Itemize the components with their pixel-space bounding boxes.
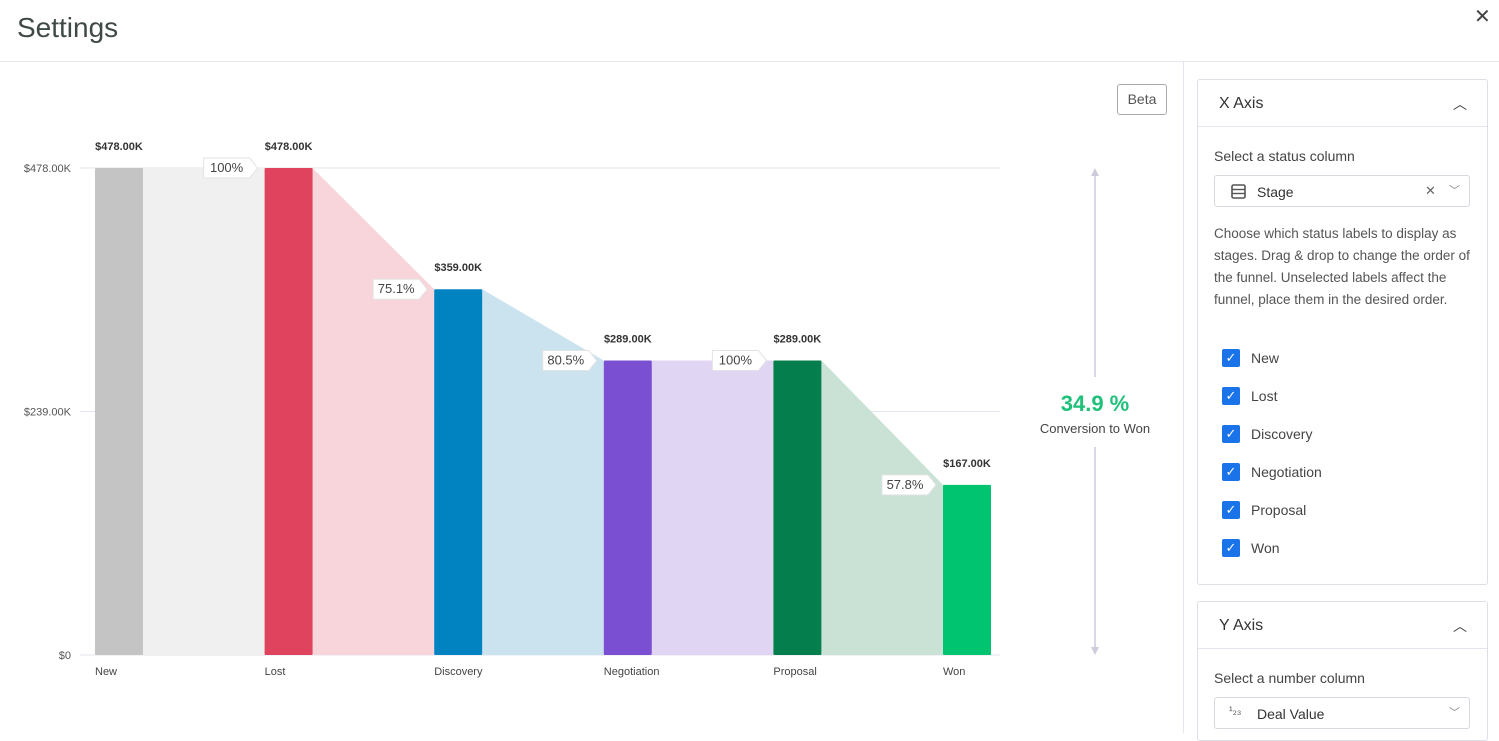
status-help-text: Choose which status labels to display as… (1214, 226, 1470, 307)
page-title: Settings (17, 12, 119, 43)
arrow-up-icon (1091, 168, 1099, 176)
conversion-tag (203, 157, 259, 179)
number-column-select[interactable]: ¹₂₃ Deal Value ﹀ (1214, 697, 1470, 729)
stage-checkbox[interactable]: ✓ New (1222, 348, 1279, 368)
y-tick-label: $0 (59, 650, 71, 662)
bar-value-label: $478.00K (265, 141, 313, 153)
bar-value-label: $289.00K (774, 334, 822, 346)
conversion-rate-label: 75.1% (378, 281, 415, 296)
funnel-chart: $0 $239.00K $478.00K $478.00K New $478.00K Los… (24, 141, 1150, 678)
y-axis-header[interactable]: Y Axis ︿ (1198, 602, 1487, 649)
y-axis-card: Y Axis ︿ Select a number column ¹₂₃ Deal… (1197, 601, 1488, 741)
number-type-icon: ¹₂₃ (1229, 705, 1242, 717)
conversion-tag (372, 278, 428, 300)
bar-negotiation (603, 360, 652, 655)
conversion-tag (542, 350, 598, 372)
conversion-band (312, 168, 435, 655)
bar-won (943, 484, 991, 655)
conversion-tag (881, 474, 937, 496)
overall-conversion-label: Conversion to Won (1040, 421, 1150, 436)
conversion-band (821, 360, 943, 655)
x-axis-card: X Axis ︿ Select a status column Stage ✕ … (1197, 79, 1488, 585)
bar-lost (264, 168, 313, 655)
number-column-label: Select a number column (1214, 670, 1365, 686)
conversion-band (143, 168, 265, 655)
x-tick-label: Discovery (434, 666, 483, 678)
y-tick-label: $478.00K (24, 163, 72, 175)
checkbox-checked-icon[interactable]: ✓ (1222, 463, 1240, 481)
checkbox-checked-icon[interactable]: ✓ (1222, 349, 1240, 367)
x-tick-label: New (95, 666, 117, 678)
clear-icon[interactable]: ✕ (1425, 183, 1436, 198)
conversion-rate-label: 100% (210, 160, 244, 175)
table-icon (1231, 184, 1246, 199)
arrow-down-icon (1091, 647, 1099, 655)
stage-option-label: New (1251, 350, 1280, 366)
conversion-band (651, 360, 774, 655)
stage-option-label: Lost (1251, 388, 1278, 404)
conversion-rate-label: 57.8% (887, 477, 924, 492)
conversion-rate-label: 100% (719, 353, 753, 368)
x-tick-label: Proposal (773, 666, 816, 678)
bar-value-label: $359.00K (434, 262, 482, 274)
stage-option-label: Negotiation (1251, 464, 1322, 480)
status-column-value: Stage (1257, 184, 1294, 200)
x-tick-label: Won (943, 666, 965, 678)
stage-option-label: Proposal (1251, 502, 1307, 518)
chevron-down-icon[interactable]: ﹀ (1449, 185, 1460, 197)
checkbox-checked-icon[interactable]: ✓ (1222, 387, 1240, 405)
number-column-value: Deal Value (1257, 706, 1325, 722)
y-tick-label: $239.00K (24, 407, 72, 419)
y-axis-title: Y Axis (1219, 617, 1264, 634)
stage-checkbox[interactable]: ✓ Lost (1222, 386, 1277, 406)
stage-checkbox[interactable]: ✓ Proposal (1222, 500, 1306, 520)
chevron-up-icon[interactable]: ︿ (1453, 618, 1467, 634)
status-column-label: Select a status column (1214, 148, 1355, 164)
bar-value-label: $289.00K (604, 334, 652, 346)
chevron-up-icon[interactable]: ︿ (1453, 96, 1467, 112)
header: Settings ✕ (0, 0, 1499, 62)
checkbox-checked-icon[interactable]: ✓ (1222, 501, 1240, 519)
bar-value-label: $167.00K (943, 458, 991, 470)
stage-option-label: Discovery (1251, 426, 1313, 442)
x-axis-header[interactable]: X Axis ︿ (1198, 80, 1487, 127)
bar-proposal (773, 360, 822, 655)
beta-badge: Beta (1117, 84, 1167, 115)
conversion-rate-label: 80.5% (547, 353, 584, 368)
x-tick-label: Negotiation (604, 666, 660, 678)
bar-value-label: $478.00K (95, 141, 143, 153)
settings-sidebar: X Axis ︿ Select a status column Stage ✕ … (1183, 62, 1499, 741)
conversion-tag (711, 350, 768, 372)
checkbox-checked-icon[interactable]: ✓ (1222, 425, 1240, 443)
overall-conversion-value: 34.9 % (1061, 391, 1130, 416)
stage-checkbox[interactable]: ✓ Discovery (1222, 424, 1312, 444)
close-icon[interactable]: ✕ (1474, 6, 1491, 28)
status-column-select[interactable]: Stage ✕ ﹀ (1214, 175, 1470, 207)
x-tick-label: Lost (265, 666, 286, 678)
bar-new (95, 168, 143, 655)
chevron-down-icon[interactable]: ﹀ (1449, 707, 1460, 719)
checkbox-checked-icon[interactable]: ✓ (1222, 539, 1240, 557)
conversion-band (482, 289, 604, 655)
bar-discovery (434, 289, 483, 655)
stage-checkbox[interactable]: ✓ Won (1222, 538, 1280, 558)
stage-checkbox[interactable]: ✓ Negotiation (1222, 462, 1322, 482)
x-axis-title: X Axis (1219, 95, 1264, 112)
stage-option-label: Won (1251, 540, 1280, 556)
